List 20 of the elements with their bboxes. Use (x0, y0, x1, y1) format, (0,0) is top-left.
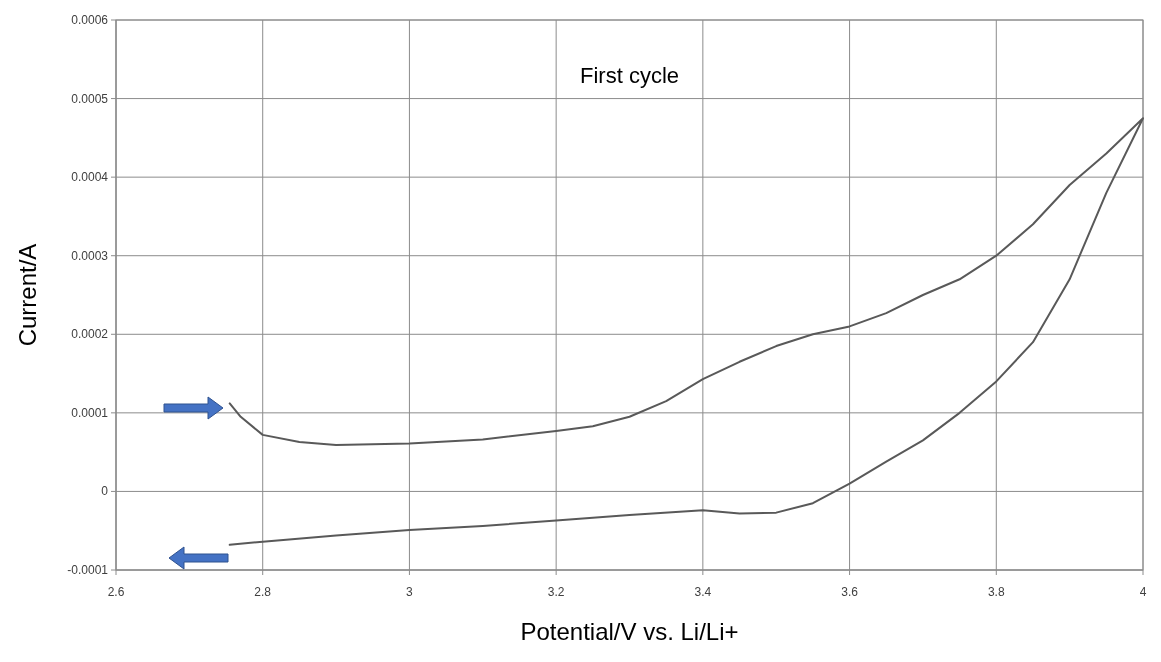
x-tick-label: 3.8 (987, 585, 1005, 599)
y-tick-label: 0.0004 (71, 170, 109, 185)
y-tick-label: 0.0002 (71, 327, 109, 342)
x-tick-label: 2.6 (107, 585, 125, 599)
y-tick-label: 0.0005 (71, 91, 109, 106)
x-tick-label: 3.4 (694, 585, 712, 599)
y-axis-title: Current/A (14, 243, 41, 347)
x-tick-label: 3.6 (841, 585, 859, 599)
x-tick-label: 2.8 (254, 585, 272, 599)
y-tick-label: 0.0006 (71, 13, 109, 27)
y-tick-label: 0 (101, 484, 109, 499)
x-tick-label: 4 (1139, 585, 1147, 599)
line-series (228, 117, 1144, 546)
x-axis-title: Potential/V vs. Li/Li+ (520, 618, 739, 645)
y-tick-label: -0.0001 (67, 563, 109, 577)
y-tick-label: 0.0001 (71, 405, 109, 420)
text: First cycle (580, 63, 679, 88)
y-tick-label: 0.0003 (71, 248, 109, 263)
x-tick-label: 3.2 (547, 585, 565, 599)
x-tick-label: 3 (406, 585, 414, 599)
